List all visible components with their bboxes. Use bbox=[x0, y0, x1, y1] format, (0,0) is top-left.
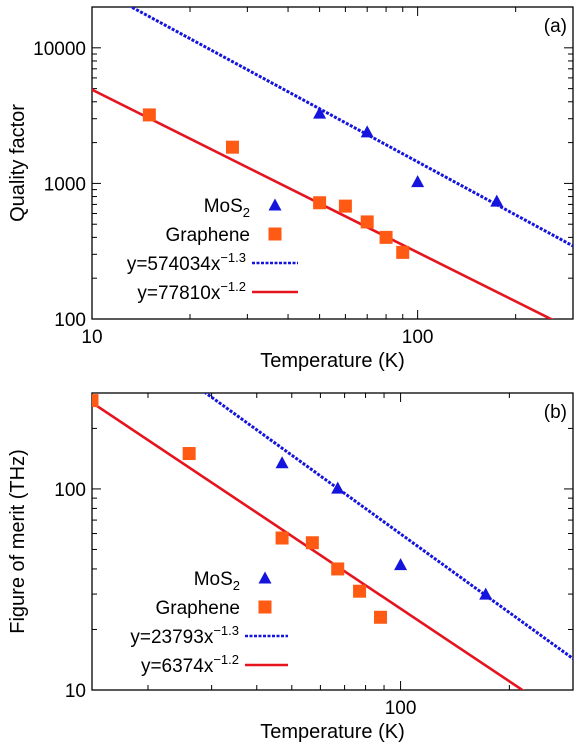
mos2-data-point bbox=[275, 456, 289, 469]
fit-line-mos2 bbox=[128, 7, 573, 248]
y-tick-label: 10 bbox=[65, 681, 86, 702]
legend-mos2-marker bbox=[258, 571, 272, 584]
graphene-data-point bbox=[92, 394, 99, 408]
y-tick-label: 1000 bbox=[44, 174, 86, 195]
graphene-data-point bbox=[313, 196, 327, 210]
mos2-data-point bbox=[394, 558, 408, 571]
graphene-data-point bbox=[396, 245, 410, 259]
legend-label: y=6374x−1.2 bbox=[141, 652, 239, 677]
mos2-data-point bbox=[360, 125, 374, 138]
mos2-data-point bbox=[479, 587, 493, 600]
legend-graphene-marker bbox=[258, 600, 272, 614]
plot-area bbox=[92, 7, 573, 319]
graphene-data-point bbox=[182, 447, 196, 461]
fit-line-graphene bbox=[92, 88, 554, 319]
legend: MoS2 Graphene y=23793x−1.3 y=6374x−1.2 bbox=[130, 569, 288, 677]
legend-label: y=77810x−1.2 bbox=[137, 279, 246, 304]
legend-label: MoS2 bbox=[204, 196, 250, 220]
graphene-data-point bbox=[360, 215, 374, 229]
graphene-data-point bbox=[379, 230, 393, 244]
legend-mos2-marker bbox=[268, 198, 282, 211]
legend: MoS2 Graphene y=574034x−1.3 y=77810x−1.2 bbox=[127, 196, 298, 304]
x-tick-label: 10 bbox=[81, 327, 102, 348]
graphene-data-point bbox=[353, 584, 367, 598]
y-tick-label: 100 bbox=[54, 480, 86, 501]
legend-label: Graphene bbox=[155, 598, 240, 619]
graphene-data-point bbox=[338, 199, 352, 213]
plot-frame bbox=[91, 6, 574, 320]
plot-frame bbox=[91, 392, 574, 691]
graphene-data-point bbox=[331, 562, 345, 576]
plot-area bbox=[92, 393, 573, 690]
fit-line-graphene bbox=[92, 401, 525, 690]
mos2-data-point bbox=[411, 175, 425, 188]
x-axis-label: Temperature (K) bbox=[260, 350, 405, 372]
legend-label: Graphene bbox=[165, 225, 250, 246]
y-axis-label: Figure of merit (THz) bbox=[7, 449, 29, 633]
graphene-data-point bbox=[374, 610, 388, 624]
panel-label: (a) bbox=[544, 16, 567, 37]
legend-label: y=574034x−1.3 bbox=[127, 250, 246, 275]
graphene-data-point bbox=[275, 531, 289, 545]
fit-line-mos2 bbox=[203, 393, 573, 661]
y-tick-label: 100 bbox=[54, 310, 86, 331]
x-axis-label: Temperature (K) bbox=[260, 721, 405, 743]
mos2-data-point bbox=[331, 481, 345, 494]
legend-graphene-marker bbox=[268, 227, 282, 241]
legend-label: y=23793x−1.3 bbox=[130, 623, 239, 648]
graphene-data-point bbox=[305, 536, 319, 550]
y-tick-label: 10000 bbox=[33, 39, 86, 60]
legend-label: MoS2 bbox=[194, 569, 240, 593]
mos2-data-point bbox=[313, 106, 327, 119]
mos2-data-point bbox=[490, 194, 504, 207]
graphene-data-point bbox=[225, 140, 239, 154]
graphene-data-point bbox=[142, 108, 156, 122]
x-tick-label: 100 bbox=[385, 698, 417, 719]
y-axis-label: Quality factor bbox=[7, 104, 29, 222]
panel-label: (b) bbox=[544, 402, 567, 423]
x-tick-label: 100 bbox=[402, 327, 434, 348]
